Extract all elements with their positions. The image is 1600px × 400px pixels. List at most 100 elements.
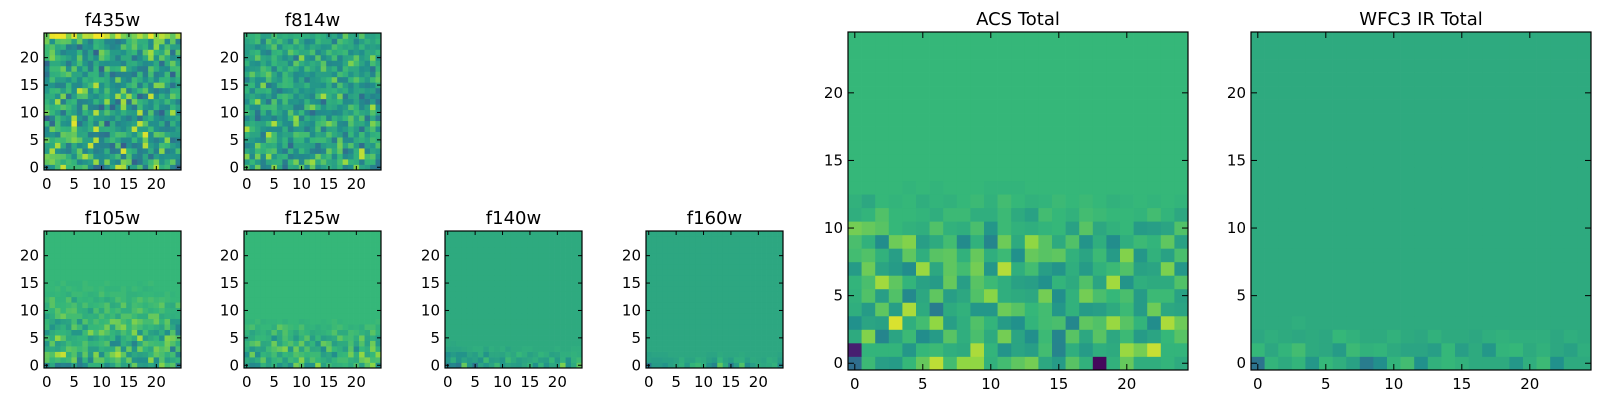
heatmap-cell xyxy=(254,280,261,287)
heatmap-cell xyxy=(364,274,371,281)
heatmap-cell xyxy=(651,346,658,352)
heatmap-cell xyxy=(115,318,122,325)
heatmap-cell xyxy=(137,164,143,171)
heatmap-cell xyxy=(148,340,154,347)
heatmap-cell xyxy=(902,113,917,127)
heatmap-cell xyxy=(505,351,512,358)
heatmap-cell xyxy=(54,329,61,336)
heatmap-cell xyxy=(142,115,149,122)
heatmap-cell xyxy=(131,236,138,243)
heatmap-cell xyxy=(646,241,652,248)
heatmap-cell xyxy=(717,269,724,276)
heatmap-cell xyxy=(44,43,50,50)
heatmap-cell xyxy=(455,291,462,298)
heatmap-cell xyxy=(353,126,360,132)
heatmap-cell xyxy=(549,329,555,336)
heatmap-cell xyxy=(115,120,122,127)
heatmap-cell xyxy=(104,263,111,270)
heatmap-cell xyxy=(249,357,256,363)
heatmap-cell xyxy=(755,307,762,314)
heatmap-cell xyxy=(254,335,261,341)
heatmap-cell xyxy=(265,269,272,276)
heatmap-cell xyxy=(137,159,143,165)
heatmap-cell xyxy=(728,247,735,254)
heatmap-cell xyxy=(175,258,182,265)
heatmap-cell xyxy=(1024,356,1039,371)
heatmap-cell xyxy=(488,313,495,320)
heatmap-cell xyxy=(684,318,691,325)
heatmap-cell xyxy=(554,280,561,287)
heatmap-cell xyxy=(82,82,89,89)
heatmap-cell xyxy=(260,258,267,265)
heatmap-cell xyxy=(326,236,333,243)
heatmap-cell xyxy=(902,261,917,276)
heatmap-cell xyxy=(337,82,343,89)
heatmap-cell xyxy=(861,126,876,141)
heatmap-cell xyxy=(71,346,78,352)
heatmap-cell xyxy=(364,120,371,127)
heatmap-cell xyxy=(260,38,267,45)
heatmap-cell xyxy=(916,86,930,100)
heatmap-cell xyxy=(733,307,740,314)
heatmap-cell xyxy=(656,313,663,320)
heatmap-cell xyxy=(494,236,501,243)
heatmap-cell xyxy=(1278,275,1293,290)
heatmap-cell xyxy=(1147,329,1162,344)
heatmap-cell xyxy=(309,346,316,352)
heatmap-cell xyxy=(120,33,127,39)
heatmap-cell xyxy=(348,54,354,61)
heatmap-cell xyxy=(744,252,751,259)
heatmap-cell xyxy=(1550,248,1565,263)
panel-title: ACS Total xyxy=(976,9,1060,30)
heatmap-cell xyxy=(483,351,490,358)
heatmap-cell xyxy=(170,231,176,237)
heatmap-cell xyxy=(370,231,376,237)
heatmap-cell xyxy=(532,241,539,248)
heatmap-cell xyxy=(1305,275,1320,290)
heatmap-cell xyxy=(359,329,365,336)
heatmap-cell xyxy=(755,274,762,281)
heatmap-cell xyxy=(120,38,127,45)
heatmap-cell xyxy=(287,258,294,265)
heatmap-cell xyxy=(1305,167,1320,182)
heatmap-cell xyxy=(750,362,756,369)
heatmap-cell xyxy=(164,38,171,45)
heatmap-cell xyxy=(1264,288,1279,303)
heatmap-cell xyxy=(170,351,176,358)
heatmap-cell xyxy=(76,49,83,56)
heatmap-cell xyxy=(44,241,50,248)
heatmap-cell xyxy=(254,115,261,122)
heatmap-cell xyxy=(126,346,133,352)
heatmap-cell xyxy=(282,346,289,352)
heatmap-cell xyxy=(678,335,685,341)
heatmap-cell xyxy=(1414,180,1429,195)
heatmap-cell xyxy=(1291,342,1306,357)
heatmap-cell xyxy=(516,247,523,254)
heatmap-cell xyxy=(505,285,512,292)
heatmap-cell xyxy=(477,252,484,259)
heatmap-cell xyxy=(678,318,685,325)
heatmap-cell xyxy=(997,248,1012,263)
heatmap-cell xyxy=(353,54,360,61)
heatmap-cell xyxy=(888,288,903,303)
heatmap-cell xyxy=(126,82,133,89)
heatmap-cell xyxy=(326,247,333,254)
heatmap-cell xyxy=(82,126,89,132)
heatmap-cell xyxy=(309,291,316,298)
heatmap-cell xyxy=(861,248,876,263)
heatmap-cell xyxy=(1441,194,1456,209)
heatmap-cell xyxy=(554,236,561,243)
heatmap-cell xyxy=(521,285,528,292)
heatmap-cell xyxy=(104,115,111,122)
heatmap-cell xyxy=(353,82,360,89)
heatmap-cell xyxy=(148,357,154,363)
heatmap-cell xyxy=(65,82,72,89)
heatmap-cell xyxy=(510,258,517,265)
heatmap-cell xyxy=(353,159,360,165)
heatmap-cell xyxy=(477,362,484,369)
heatmap-cell xyxy=(888,59,903,73)
heatmap-cell xyxy=(1495,234,1510,249)
heatmap-cell xyxy=(1550,194,1565,209)
heatmap-cell xyxy=(364,115,371,122)
heatmap-cell xyxy=(109,65,116,72)
